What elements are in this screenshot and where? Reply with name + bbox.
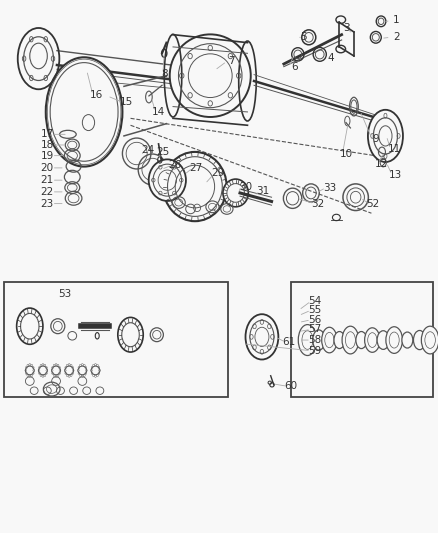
Ellipse shape	[17, 308, 43, 344]
Ellipse shape	[342, 326, 359, 354]
Ellipse shape	[118, 317, 143, 352]
Ellipse shape	[402, 332, 413, 348]
Text: 1: 1	[393, 15, 400, 25]
Text: 18: 18	[41, 140, 54, 150]
Ellipse shape	[356, 332, 367, 349]
Text: 11: 11	[388, 144, 401, 154]
Ellipse shape	[163, 152, 227, 221]
Ellipse shape	[368, 110, 403, 162]
Text: 52: 52	[367, 199, 380, 208]
Text: 58: 58	[308, 335, 321, 345]
Ellipse shape	[364, 328, 380, 352]
Text: 8: 8	[161, 69, 168, 78]
Ellipse shape	[386, 327, 403, 353]
Text: 32: 32	[311, 199, 324, 208]
Text: 56: 56	[308, 315, 321, 325]
Ellipse shape	[148, 159, 186, 201]
Text: 2: 2	[393, 33, 400, 42]
Ellipse shape	[334, 332, 345, 349]
Text: 14: 14	[152, 107, 165, 117]
Text: 33: 33	[323, 183, 336, 192]
Text: 7: 7	[228, 56, 235, 66]
Text: 17: 17	[41, 130, 54, 139]
Text: 26: 26	[169, 160, 182, 170]
Text: 20: 20	[41, 163, 54, 173]
Text: 24: 24	[141, 146, 155, 155]
Text: 19: 19	[41, 151, 54, 160]
Text: 12: 12	[374, 159, 388, 168]
Text: 60: 60	[285, 382, 298, 391]
Text: 55: 55	[308, 305, 321, 315]
Ellipse shape	[413, 330, 426, 350]
Text: 53: 53	[58, 289, 71, 299]
Text: 61: 61	[283, 337, 296, 347]
Ellipse shape	[245, 314, 279, 360]
Text: 22: 22	[41, 187, 54, 197]
Text: 29: 29	[212, 168, 225, 178]
Ellipse shape	[170, 35, 251, 117]
Ellipse shape	[223, 179, 248, 207]
Bar	[291, 282, 433, 397]
Text: 3: 3	[343, 23, 350, 33]
Ellipse shape	[298, 325, 317, 356]
Text: 16: 16	[90, 90, 103, 100]
Bar	[4, 282, 228, 397]
Ellipse shape	[313, 330, 325, 350]
Text: 9: 9	[372, 134, 379, 143]
Text: 10: 10	[339, 149, 353, 158]
Text: 27: 27	[190, 163, 203, 173]
Text: 54: 54	[308, 296, 321, 306]
Ellipse shape	[421, 326, 438, 354]
Text: 30: 30	[240, 182, 253, 191]
Text: 4: 4	[327, 53, 334, 62]
Text: 23: 23	[41, 199, 54, 208]
Text: 31: 31	[256, 186, 269, 196]
Text: 57: 57	[308, 325, 321, 334]
Text: 59: 59	[308, 346, 321, 356]
Text: 6: 6	[291, 62, 298, 71]
Text: 25: 25	[156, 147, 170, 157]
Ellipse shape	[46, 58, 122, 166]
Ellipse shape	[321, 327, 337, 353]
Text: 21: 21	[41, 175, 54, 185]
Ellipse shape	[377, 330, 389, 350]
Text: 15: 15	[120, 98, 133, 107]
Text: 13: 13	[389, 170, 402, 180]
Text: 5: 5	[300, 33, 307, 42]
